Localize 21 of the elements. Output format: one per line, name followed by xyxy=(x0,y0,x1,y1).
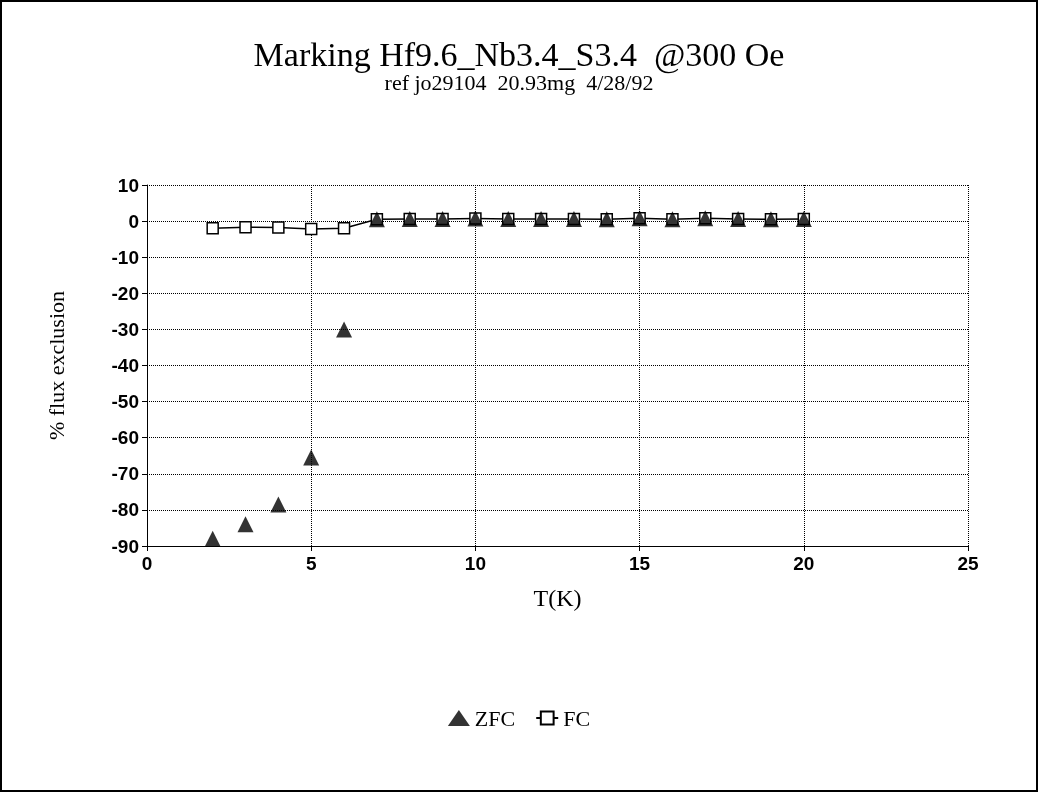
x-tick-label: 0 xyxy=(141,553,153,574)
y-tick-label: -70 xyxy=(111,463,139,485)
legend-label: ZFC xyxy=(474,705,516,731)
x-tick-label: 20 xyxy=(793,553,815,574)
y-tick-label: -50 xyxy=(111,391,139,413)
y-tick-label: 10 xyxy=(117,174,139,196)
y-tick-label: -80 xyxy=(111,499,139,521)
y-tick-label: -60 xyxy=(111,427,139,449)
y-tick-label: -40 xyxy=(111,355,139,376)
x-tick-label: 15 xyxy=(629,553,651,574)
x-tick-label: 25 xyxy=(957,553,979,574)
y-tick-label: -20 xyxy=(111,282,139,304)
x-axis-title: T(K) xyxy=(533,585,582,611)
y-tick-label: -90 xyxy=(111,535,139,557)
y-tick-label: -10 xyxy=(111,246,139,268)
y-tick-label: 0 xyxy=(128,210,139,232)
y-tick-label: -30 xyxy=(111,318,139,340)
legend-label: FC xyxy=(563,705,591,731)
y-axis-title: % flux exclusion xyxy=(43,290,69,441)
x-tick-label: 10 xyxy=(464,553,486,574)
x-tick-label: 5 xyxy=(305,553,317,574)
